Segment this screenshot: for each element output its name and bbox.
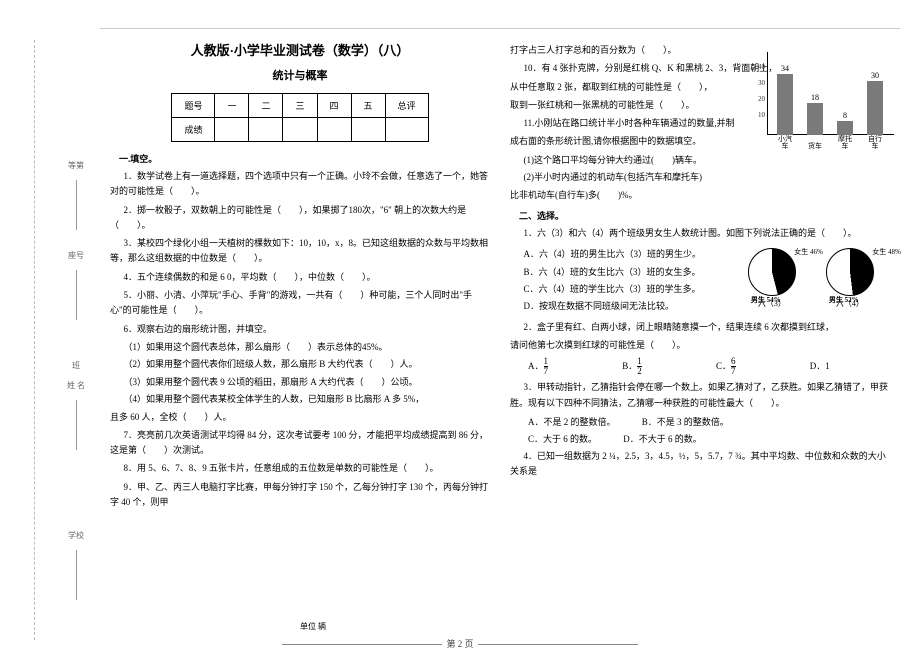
bar-0 [777,74,793,135]
section-2: 二、选择。 [510,209,890,222]
bar-2 [837,121,853,135]
q11-1: (1)这个路口平均每分钟大约通过( )辆车。 [510,153,890,167]
side-school: 学校 [58,530,94,541]
title-main: 人教版·小学毕业测试卷（数学）（八） [110,40,490,59]
q11-3: 比非机动车(自行车)多( )%。 [510,188,890,203]
cq2-opts: A．17 B．12 C．67 D．1 [528,357,890,376]
q11-2: (2)半小时内通过的机动车(包括汽车和摩托车) [510,170,890,184]
pie-1: 女生 46% 男生 54% 六（3） [748,248,796,309]
side-grade: 等第 [58,160,94,171]
q3: 3．某校四个绿化小组一天植树的棵数如下：10，10，x，8。已知这组数据的众数与… [110,236,490,267]
cq1-row: A．六（4）班的男生比六（3）班的男生少。 B．六（4）班的女生比六（3）班的女… [510,244,890,317]
cq3-opts: A．不是 2 的整数倍。 B．不是 3 的整数倍。 [528,415,890,428]
q6: 6．观察右边的扇形统计图，并填空。 [110,322,490,337]
score-table: 题号 一 二 三 四 五 总评 成绩 [171,93,428,142]
score-h5: 五 [351,94,385,118]
side-seat: 座号 [58,250,94,261]
score-h0: 题号 [172,94,215,118]
q8: 8．用 5、6、7、8、9 五张卡片，任意组成的五位数是单数的可能性是（ ）。 [110,461,490,476]
q1: 1．数学试卷上有一道选择题，四个选项中只有一个正确。小玲不会做，任意选了一个，她… [110,169,490,200]
q6-4: （4）如果用整个圆代表某校全体学生的人数，已知扇形 B 比扇形 A 多 5%， [110,392,490,406]
cq1: 1．六（3）和六（4）两个班级男女生人数统计图。如图下列说法正确的是（ ）。 [510,226,890,241]
score-h1: 一 [215,94,249,118]
binding-dash [34,40,35,640]
q9: 9．甲、乙、丙三人电脑打字比赛，甲每分钟打字 150 个，乙每分钟打字 130 … [110,480,490,511]
column-left: 人教版·小学毕业测试卷（数学）（八） 统计与概率 题号 一 二 三 四 五 总评… [100,40,500,640]
bar-3 [867,81,883,135]
cq1-c: C．六（4）班的学生比六（3）班的学生多。 [510,282,732,296]
side-class: 班 [58,360,94,371]
footer: 第 2 页 [0,637,920,650]
unit-label: 单位 辆 [300,621,326,632]
cq1-a: A．六（4）班的男生比六（3）班的男生少。 [510,247,732,261]
cq2b: 请问他第七次摸到红球的可能性是（ ）。 [510,338,890,353]
cq1-d: D．按现在数据不同班级间无法比较。 [510,299,732,313]
score-h4: 四 [317,94,351,118]
q6-2: （2）如果用整个圆代表你们班级人数，那么扇形 B 大约代表（ ）人。 [110,357,490,371]
cq2a: 2．盒子里有红、白两小球，闭上眼睛随意摸一个，结果连续 6 次都摸到红球， [510,320,890,335]
top-rule [100,28,900,29]
bar-chart: 10 20 30 40 34 小汽车 18 货车 8 摩托车 30 自行车 [751,52,896,147]
pie-2: 女生 48% 男生 52% 六（4） [826,248,874,309]
q6-3: （3）如果用整个圆代表 9 公顷的稻田，那扇形 A 大约代表（ ）公顷。 [110,375,490,389]
q4: 4．五个连续偶数的和是 6 0，平均数（ ），中位数（ ）。 [110,270,490,285]
side-info: 等第 座号 姓 名 班 学校 [58,50,94,640]
column-right: 10 20 30 40 34 小汽车 18 货车 8 摩托车 30 自行车 打字… [500,40,900,640]
score-h2: 二 [249,94,283,118]
cq3: 3．甲转动指针，乙猜指针会停在哪一个数上。如果乙猜对了，乙获胜。如果乙猜错了，甲… [510,380,890,411]
score-h6: 总评 [385,94,428,118]
q6-1: （1）如果用这个圆代表总体，那么扇形（ ）表示总体的45%。 [110,340,490,354]
q2: 2．掷一枚骰子，双数朝上的可能性是（ ），如果掷了180次，"6" 朝上的次数大… [110,203,490,234]
q5: 5．小丽、小清、小萍玩"手心、手背"的游戏，一共有（ ）种可能，三个人同时出"手… [110,288,490,319]
cq4: 4．已知一组数据为 2 ¼，2.5，3，4.5，½，5，5.7，7 ¾。其中平均… [510,449,890,480]
page: 人教版·小学毕业测试卷（数学）（八） 统计与概率 题号 一 二 三 四 五 总评… [100,40,900,640]
title-sub: 统计与概率 [110,67,490,83]
cq3-opts-2: C．大于 6 的数。 D．不大于 6 的数。 [528,432,890,445]
score-row-label: 成绩 [172,118,215,142]
side-name: 姓 名 [58,380,94,391]
q6-4b: 且多 60 人，全校（ ）人。 [110,410,490,425]
score-h3: 三 [283,94,317,118]
section-1: 一.填空。 [110,152,490,165]
pie-row: 女生 46% 男生 54% 六（3） 女生 48% 男生 52% 六（4） [732,248,890,309]
cq1-b: B．六（4）班的女生比六（3）班的女生多。 [510,265,732,279]
bar-1 [807,103,823,135]
q7: 7．亮亮前几次英语测试平均得 84 分，这次考试要考 100 分，才能把平均成绩… [110,428,490,459]
